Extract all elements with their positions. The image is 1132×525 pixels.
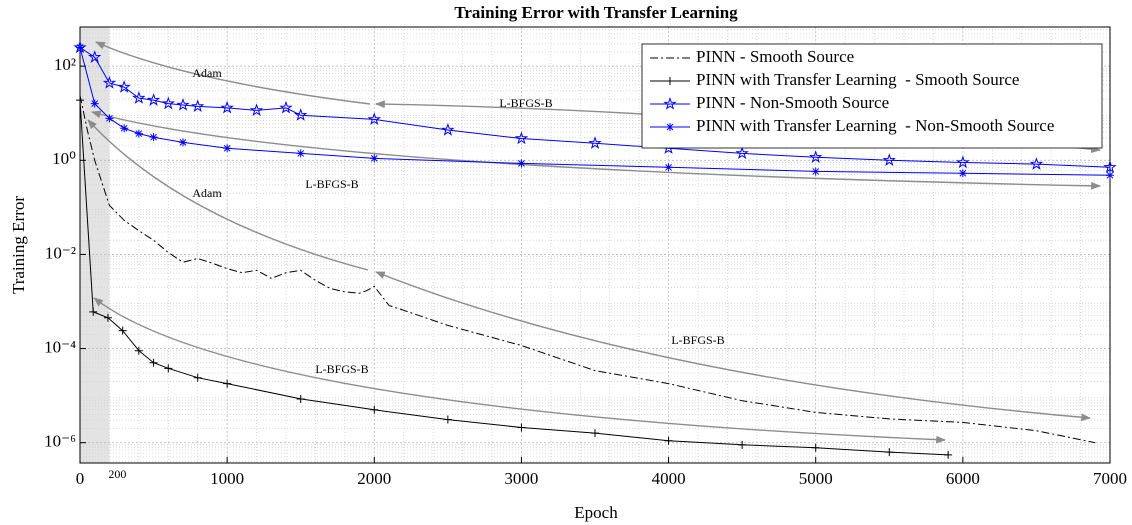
x-tick-label: 0 — [76, 469, 85, 488]
marker — [666, 77, 674, 85]
series-line — [79, 100, 949, 456]
marker — [1106, 171, 1114, 180]
marker — [1103, 160, 1117, 174]
marker — [882, 153, 896, 167]
x-tick-label: 1000 — [210, 469, 244, 488]
plot-frame — [79, 26, 1111, 464]
x-tick-label: 3000 — [504, 469, 538, 488]
x-tick-label: 5000 — [799, 469, 833, 488]
marker — [176, 97, 190, 111]
marker — [443, 415, 452, 424]
chart-title: Training Error with Transfer Learning — [454, 3, 738, 22]
marker — [296, 394, 305, 403]
marker — [663, 96, 677, 110]
marker — [134, 129, 143, 138]
marker — [118, 326, 127, 335]
marker — [149, 358, 158, 367]
series-line — [79, 95, 1096, 444]
marker — [132, 91, 146, 104]
legend-label: PINN - Non-Smooth Source — [696, 93, 889, 112]
arrow — [95, 41, 371, 105]
legend-label: PINN with Transfer Learning - Smooth Sou… — [696, 70, 1019, 89]
legend-box — [641, 43, 1103, 149]
marker — [811, 443, 820, 452]
marker — [193, 373, 202, 382]
marker — [76, 96, 84, 105]
marker — [294, 108, 308, 121]
x-tick-label: 6000 — [946, 469, 980, 488]
marker — [164, 364, 173, 373]
x-axis-label: Epoch — [574, 503, 618, 522]
marker — [102, 75, 117, 89]
marker — [146, 93, 161, 106]
span-label: 200 — [108, 467, 126, 481]
marker — [958, 169, 967, 178]
marker — [117, 80, 131, 93]
marker — [738, 440, 747, 449]
marker — [279, 100, 293, 114]
marker — [588, 136, 602, 149]
marker — [1029, 157, 1044, 170]
arrow — [93, 297, 946, 444]
legend-label: PINN with Transfer Learning - Non-Smooth… — [696, 116, 1054, 135]
marker — [105, 114, 114, 123]
annotation: L-BFGS-B — [499, 96, 552, 110]
marker — [591, 429, 599, 438]
marker — [179, 138, 187, 147]
marker — [296, 149, 305, 158]
marker — [103, 313, 112, 322]
marker — [370, 154, 379, 163]
marker — [885, 448, 894, 457]
marker — [514, 131, 529, 145]
shaded-span — [80, 27, 110, 463]
annotation: L-BFGS-B — [671, 333, 724, 347]
x-tick-label: 7000 — [1093, 469, 1127, 488]
marker — [191, 99, 205, 113]
marker — [367, 112, 381, 126]
marker — [666, 123, 674, 131]
marker — [664, 436, 673, 445]
marker — [88, 50, 102, 63]
marker — [517, 423, 526, 432]
annotation: Adam — [192, 186, 222, 200]
marker — [120, 124, 129, 133]
marker — [811, 167, 820, 176]
arrow — [91, 110, 1101, 190]
marker — [664, 163, 673, 172]
y-tick-label: 10⁻² — [45, 243, 76, 262]
marker — [134, 346, 143, 355]
y-tick-label: 10⁰ — [52, 149, 76, 168]
marker — [149, 133, 158, 142]
marker — [76, 43, 84, 52]
marker — [90, 99, 99, 108]
marker — [223, 144, 232, 153]
marker — [735, 146, 749, 160]
marker — [161, 96, 175, 110]
marker — [944, 450, 953, 459]
marker — [89, 307, 98, 316]
marker — [809, 150, 823, 163]
x-tick-label: 2000 — [357, 469, 391, 488]
y-tick-label: 10⁻⁶ — [44, 432, 76, 451]
y-tick-label: 10⁻⁴ — [44, 337, 76, 356]
annotation: L-BFGS-B — [315, 362, 368, 376]
legend-label: PINN - Smooth Source — [696, 47, 854, 66]
y-tick-label: 10² — [54, 55, 76, 74]
arrow — [87, 119, 369, 271]
marker — [249, 103, 264, 117]
marker — [956, 155, 970, 169]
arrow — [375, 271, 1091, 422]
marker — [441, 122, 455, 136]
x-tick-label: 4000 — [652, 469, 686, 488]
y-axis-label: Training Error — [9, 196, 28, 294]
marker — [220, 100, 234, 114]
annotation: Adam — [192, 66, 222, 80]
marker — [517, 159, 526, 168]
marker — [370, 405, 379, 414]
annotation: L-BFGS-B — [305, 177, 358, 191]
marker — [223, 379, 232, 388]
